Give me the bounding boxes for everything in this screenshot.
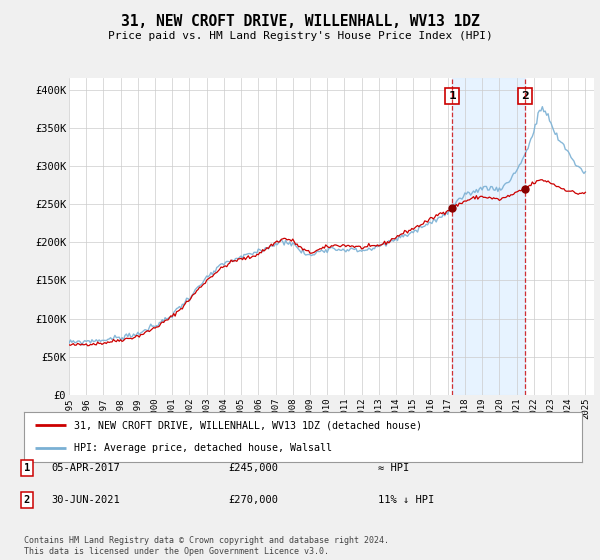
Text: 30-JUN-2021: 30-JUN-2021	[51, 495, 120, 505]
Text: Contains HM Land Registry data © Crown copyright and database right 2024.
This d: Contains HM Land Registry data © Crown c…	[24, 536, 389, 556]
Text: 2: 2	[24, 495, 30, 505]
Text: Price paid vs. HM Land Registry's House Price Index (HPI): Price paid vs. HM Land Registry's House …	[107, 31, 493, 41]
Bar	[452, 78, 525, 395]
Text: 31, NEW CROFT DRIVE, WILLENHALL, WV13 1DZ (detached house): 31, NEW CROFT DRIVE, WILLENHALL, WV13 1D…	[74, 420, 422, 430]
Text: 05-APR-2017: 05-APR-2017	[51, 463, 120, 473]
Text: 31, NEW CROFT DRIVE, WILLENHALL, WV13 1DZ: 31, NEW CROFT DRIVE, WILLENHALL, WV13 1D…	[121, 14, 479, 29]
Text: HPI: Average price, detached house, Walsall: HPI: Average price, detached house, Wals…	[74, 444, 332, 454]
Text: £270,000: £270,000	[228, 495, 278, 505]
Text: 11% ↓ HPI: 11% ↓ HPI	[378, 495, 434, 505]
Text: 1: 1	[448, 91, 456, 101]
Text: 2: 2	[521, 91, 529, 101]
Text: 1: 1	[24, 463, 30, 473]
Text: £245,000: £245,000	[228, 463, 278, 473]
Text: ≈ HPI: ≈ HPI	[378, 463, 409, 473]
